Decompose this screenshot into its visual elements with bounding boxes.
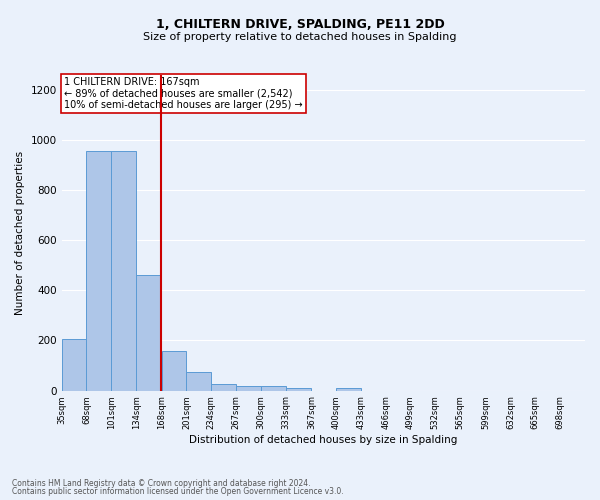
Text: 1 CHILTERN DRIVE: 167sqm
← 89% of detached houses are smaller (2,542)
10% of sem: 1 CHILTERN DRIVE: 167sqm ← 89% of detach…: [64, 76, 303, 110]
Bar: [111, 152, 136, 390]
Bar: [286, 388, 311, 390]
Bar: [336, 388, 361, 390]
Bar: [187, 372, 211, 390]
Bar: [236, 386, 261, 390]
Bar: [211, 384, 236, 390]
Bar: [62, 339, 86, 390]
Bar: [161, 350, 187, 391]
Text: 1, CHILTERN DRIVE, SPALDING, PE11 2DD: 1, CHILTERN DRIVE, SPALDING, PE11 2DD: [155, 18, 445, 30]
Text: Size of property relative to detached houses in Spalding: Size of property relative to detached ho…: [143, 32, 457, 42]
X-axis label: Distribution of detached houses by size in Spalding: Distribution of detached houses by size …: [189, 435, 458, 445]
Bar: [136, 275, 161, 390]
Text: Contains HM Land Registry data © Crown copyright and database right 2024.: Contains HM Land Registry data © Crown c…: [12, 478, 311, 488]
Y-axis label: Number of detached properties: Number of detached properties: [15, 150, 25, 315]
Bar: [86, 152, 111, 390]
Bar: [261, 386, 286, 390]
Text: Contains public sector information licensed under the Open Government Licence v3: Contains public sector information licen…: [12, 487, 344, 496]
